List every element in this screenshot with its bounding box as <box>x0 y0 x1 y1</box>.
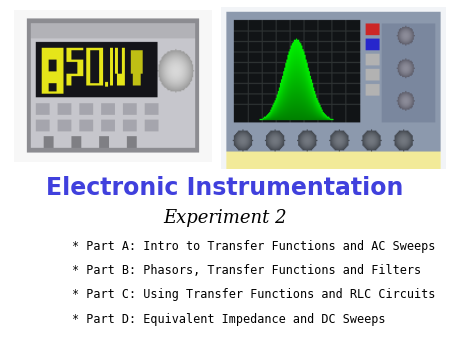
Text: Electronic Instrumentation: Electronic Instrumentation <box>46 175 404 200</box>
Text: * Part C: Using Transfer Functions and RLC Circuits: * Part C: Using Transfer Functions and R… <box>72 288 436 301</box>
Text: * Part A: Intro to Transfer Functions and AC Sweeps: * Part A: Intro to Transfer Functions an… <box>72 240 436 252</box>
Text: Experiment 2: Experiment 2 <box>163 209 287 227</box>
Text: * Part D: Equivalent Impedance and DC Sweeps: * Part D: Equivalent Impedance and DC Sw… <box>72 313 386 325</box>
Text: * Part B: Phasors, Transfer Functions and Filters: * Part B: Phasors, Transfer Functions an… <box>72 264 421 277</box>
